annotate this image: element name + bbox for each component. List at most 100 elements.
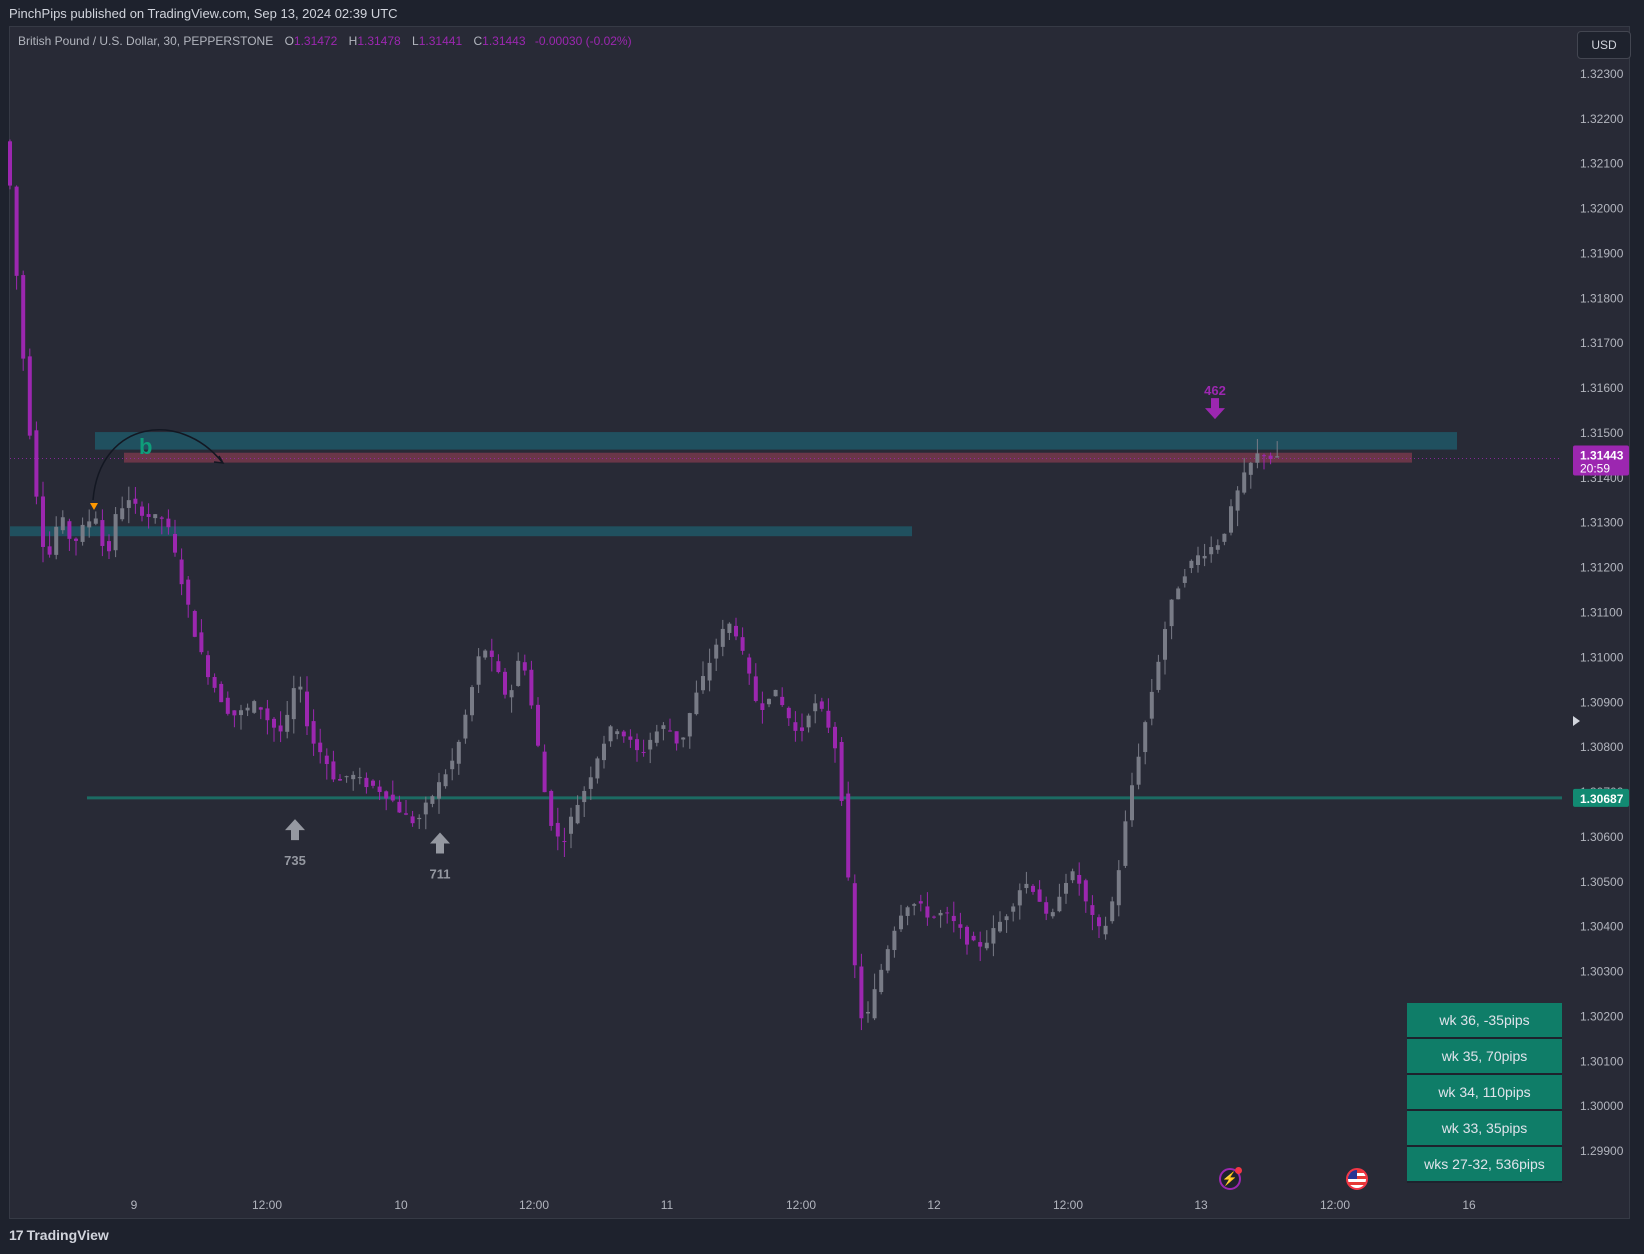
candle-body [912, 904, 917, 906]
chevron-right-icon[interactable] [1573, 716, 1580, 726]
candle-body [1156, 661, 1161, 690]
candle-body [1235, 490, 1240, 511]
curved-arrow-head [213, 455, 225, 464]
candle-body [93, 518, 98, 524]
candle-body [252, 701, 257, 713]
candle-body [1255, 453, 1260, 463]
candle-body [60, 517, 65, 531]
candle-body [701, 676, 705, 691]
y-tick-label: 1.31100 [1580, 606, 1623, 620]
candle-body [562, 841, 567, 843]
candle-body [450, 760, 455, 770]
y-tick-label: 1.31800 [1580, 291, 1624, 305]
candle-body [773, 689, 778, 697]
candle-body [331, 761, 336, 780]
candle-body [430, 796, 435, 804]
candle-body [826, 710, 831, 728]
candle-body [410, 816, 415, 824]
candle-body [14, 186, 19, 276]
candle-body [1110, 901, 1115, 922]
candle-body [813, 703, 818, 712]
candle-body [753, 676, 758, 701]
candle-body [1017, 890, 1022, 906]
candle-body [437, 782, 441, 799]
y-tick-label: 1.32000 [1580, 202, 1624, 216]
candle-body [245, 707, 250, 711]
currency-button[interactable]: USD [1577, 31, 1631, 59]
chart-frame[interactable] [9, 26, 1630, 1219]
candle-body [476, 656, 481, 685]
candle-body [1242, 472, 1247, 493]
y-tick-label: 1.30600 [1580, 830, 1624, 844]
candle-body [648, 739, 653, 750]
candle-body [740, 637, 745, 651]
candle-body [760, 703, 765, 711]
candle-body [839, 741, 844, 801]
candle-body [265, 708, 270, 721]
candle-body [707, 662, 712, 681]
candle-body [727, 623, 732, 633]
candle-body [1222, 533, 1227, 542]
candle-body [747, 657, 752, 674]
blue-zone [10, 526, 912, 537]
candle-body [47, 546, 52, 555]
high-value: 1.31478 [357, 34, 401, 48]
y-tick-label: 1.31300 [1580, 516, 1624, 530]
candle-body [958, 924, 963, 928]
candle-body [1196, 555, 1200, 566]
signal-triangle-icon [90, 503, 98, 510]
candle-body [1275, 456, 1280, 458]
candle-body [239, 710, 243, 716]
candle-body [384, 791, 389, 799]
current-price-label: 1.31443 [1580, 449, 1624, 463]
candle-body [298, 686, 303, 690]
candle-body [786, 707, 791, 719]
candle-body [582, 790, 587, 803]
candle-body [41, 496, 45, 547]
candle-body [192, 610, 197, 637]
x-tick-label: 12:00 [252, 1198, 282, 1212]
x-tick-label: 12:00 [519, 1198, 549, 1212]
us-flag-icon[interactable] [1346, 1168, 1368, 1190]
x-tick-label: 9 [131, 1198, 138, 1212]
lightning-icon[interactable]: ⚡ [1219, 1167, 1242, 1190]
candle-body [153, 514, 158, 519]
weekly-row: wk 34, 110pips [1407, 1075, 1562, 1111]
candle-body [496, 661, 501, 673]
candle-body [1116, 870, 1121, 906]
candle-body [522, 662, 527, 671]
candle-body [938, 912, 943, 916]
candle-body [1215, 545, 1220, 550]
x-tick-label: 12 [927, 1198, 941, 1212]
candle-body [925, 906, 930, 918]
tradingview-logo[interactable]: 17 TradingView [9, 1227, 109, 1243]
x-tick-label: 12:00 [786, 1198, 816, 1212]
candle-body [54, 526, 59, 555]
candle-body [542, 751, 547, 793]
candle-body [1031, 885, 1035, 892]
candle-body [1229, 506, 1233, 533]
candle-body [819, 701, 824, 709]
low-label: L [412, 34, 419, 48]
y-tick-label: 1.30400 [1580, 920, 1624, 934]
candle-body [951, 915, 956, 922]
candle-body [965, 926, 969, 945]
symbol-name[interactable]: British Pound / U.S. Dollar, 30, PEPPERS… [18, 34, 274, 48]
up-arrow-icon [430, 832, 450, 854]
current-price-badge [1573, 445, 1629, 476]
support-price-badge [1573, 788, 1629, 807]
candle-body [344, 776, 349, 778]
candle-body [998, 921, 1002, 932]
y-tick-label: 1.31500 [1580, 426, 1624, 440]
brand-name: TradingView [26, 1227, 109, 1243]
candle-body [918, 901, 923, 904]
candle-body [694, 692, 699, 715]
candle-body [932, 916, 936, 918]
candle-body [621, 731, 626, 737]
candle-body [1044, 902, 1049, 914]
candle-body [1163, 629, 1167, 660]
y-tick-label: 1.30500 [1580, 875, 1624, 889]
blue-zone [95, 432, 1457, 450]
candle-body [1077, 874, 1082, 884]
